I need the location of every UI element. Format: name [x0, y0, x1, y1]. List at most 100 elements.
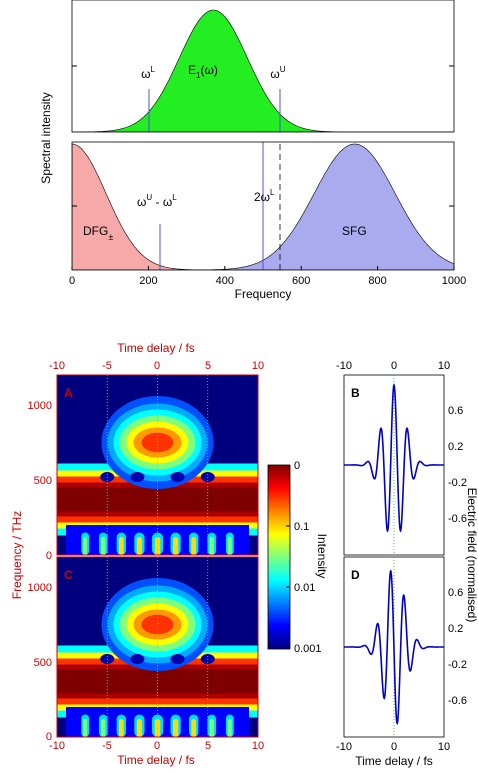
sfg-spectrum-area: [186, 143, 454, 270]
dfg-fringe-core: [83, 719, 88, 737]
sfg-side-blob: [170, 654, 185, 664]
svg-text:-10: -10: [49, 360, 65, 372]
colorbar-tick: 0.01: [294, 582, 315, 594]
sfg-lobe-6: [141, 614, 174, 635]
spectrogram-a-features: [57, 375, 258, 555]
svg-text:-0.6: -0.6: [448, 695, 467, 707]
colorbar-tick: 0.001: [294, 643, 322, 655]
spectrum-bottom-panel: ωU - ωL 2ωL DFG± SFG 0 200 400 600 800 1…: [69, 141, 466, 301]
svg-text:-0.2: -0.2: [448, 659, 467, 671]
dfg-fringe-core: [136, 537, 142, 555]
spectrum-x-label: Frequency: [235, 287, 292, 301]
field-y-label: Electric field (normalised): [465, 488, 478, 623]
field-d-line: [344, 569, 444, 725]
svg-text:0.6: 0.6: [448, 405, 463, 417]
spectrogram-y-label: Frequency / THz: [10, 511, 24, 599]
dfg-fringe-core: [227, 537, 232, 555]
field-b-line: [344, 383, 444, 533]
svg-text:500: 500: [34, 657, 52, 669]
svg-text:0.2: 0.2: [448, 441, 463, 453]
spectrum-x-tick: 800: [368, 275, 386, 287]
svg-text:ωU - ωL: ωU - ωL: [137, 193, 177, 209]
two-omega-label: 2ω: [254, 190, 270, 204]
panel-c-label: C: [64, 568, 73, 582]
spectrum-x-ticks: 0 200 400 600 800 1000: [69, 266, 466, 287]
svg-text:0: 0: [391, 741, 397, 753]
spectrogram-bottom-x-label: Time delay / fs: [117, 753, 195, 767]
svg-text:1000: 1000: [28, 582, 52, 594]
dfg-fringe-core: [101, 537, 106, 555]
spectrogram-c-features: [57, 557, 258, 737]
dfg-fringe-core: [173, 719, 179, 737]
svg-text:2ωL: 2ωL: [254, 188, 275, 204]
diff-label: ω: [137, 195, 146, 209]
colorbar-label: Intensity: [315, 534, 329, 579]
sfg-side-blob: [130, 472, 145, 482]
svg-text:10: 10: [252, 360, 264, 372]
svg-text:0.6: 0.6: [448, 587, 463, 599]
colorbar: 0 0.1 0.01 0.001 Intensity: [267, 460, 329, 655]
spectrum-x-tick: 400: [216, 275, 234, 287]
dfg-label: DFG: [83, 224, 108, 238]
field-ticks: -10 0 10 -10 0 10 0.6 0.2 -0.2 -0.6 0.6 …: [336, 360, 467, 753]
panel-d-label: D: [351, 568, 360, 582]
spectrogram-top-x-label: Time delay / fs: [117, 341, 195, 355]
svg-text:0: 0: [391, 360, 397, 372]
dfg-fringe-core: [83, 537, 88, 555]
svg-text:-0.6: -0.6: [448, 513, 467, 525]
spectrum-x-tick: 200: [139, 275, 157, 287]
spectrogram-panel-c: C: [56, 556, 259, 738]
dfg-fringe-core: [118, 537, 124, 555]
e1-spectrum-area: [72, 9, 454, 132]
spectrum-y-label: Spectral intensity: [39, 92, 53, 183]
svg-text:-10: -10: [49, 740, 65, 752]
svg-text:-0.2: -0.2: [448, 477, 467, 489]
e1-label: E: [188, 63, 196, 77]
colorbar-tick: 0.1: [294, 521, 309, 533]
svg-text:5: 5: [205, 740, 211, 752]
svg-text:1000: 1000: [28, 400, 52, 412]
spectrum-x-tick: 600: [292, 275, 310, 287]
colorbar-gradient: [267, 464, 291, 650]
svg-text:0: 0: [154, 740, 160, 752]
colorbar-tick: 0: [294, 460, 300, 472]
svg-text:-10: -10: [336, 360, 352, 372]
dfg-spectrum-area: [72, 143, 233, 270]
field-panel-b: B: [343, 374, 445, 556]
dfg-fringe-core: [191, 719, 197, 737]
svg-text:10: 10: [252, 740, 264, 752]
sfg-side-blob: [130, 654, 145, 664]
dfg-fringe-core: [118, 719, 124, 737]
dfg-fringe-core: [101, 719, 106, 737]
spectrum-top-panel: ωL ωU E1(ω): [71, 0, 455, 133]
field-panel-d: D: [343, 556, 445, 738]
svg-text:DFG±: DFG±: [83, 224, 113, 242]
dfg-fringe-core: [136, 719, 142, 737]
omega-l-label: ω: [141, 67, 150, 81]
svg-text:10: 10: [438, 741, 450, 753]
svg-text:0.2: 0.2: [448, 623, 463, 635]
svg-text:-5: -5: [102, 740, 112, 752]
panel-b-label: B: [351, 386, 360, 400]
spectrum-x-tick: 1000: [442, 275, 466, 287]
svg-text:ωU: ωU: [270, 65, 285, 81]
svg-text:10: 10: [438, 360, 450, 372]
omega-u-label: ω: [270, 67, 279, 81]
sfg-label: SFG: [342, 224, 367, 238]
svg-text:E1(ω): E1(ω): [188, 63, 218, 80]
spectrogram-panel-a: A: [56, 374, 259, 556]
dfg-fringe-core: [209, 537, 214, 555]
svg-text:ωL: ωL: [141, 65, 155, 81]
field-x-label: Time delay / fs: [355, 754, 433, 768]
svg-text:0: 0: [46, 550, 52, 562]
dfg-fringe-core: [191, 537, 197, 555]
svg-text:0: 0: [46, 731, 52, 743]
svg-text:5: 5: [205, 360, 211, 372]
svg-text:0: 0: [154, 360, 160, 372]
dfg-fringe-core: [227, 719, 232, 737]
panel-a-label: A: [64, 386, 73, 400]
svg-text:500: 500: [34, 475, 52, 487]
spectrum-x-tick: 0: [69, 275, 75, 287]
dfg-fringe-core: [173, 537, 179, 555]
